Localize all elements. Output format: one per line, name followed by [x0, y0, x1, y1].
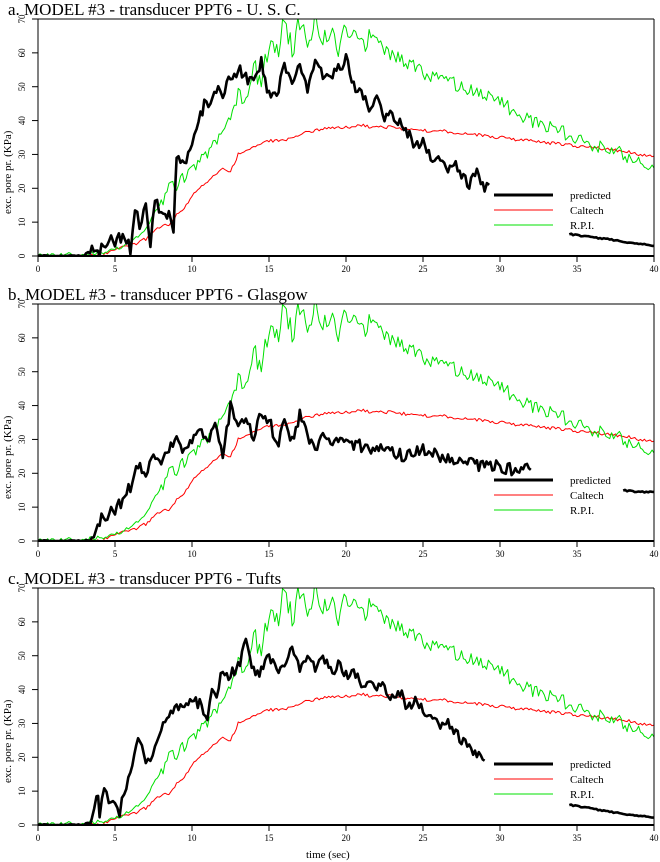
series-line-predicted	[38, 637, 486, 825]
x-tick-label: 5	[113, 549, 118, 559]
series-line-rpi	[38, 588, 654, 825]
legend-label: predicted	[570, 190, 611, 202]
y-tick-label: 40	[17, 401, 27, 411]
y-tick-label: 10	[17, 502, 27, 512]
x-tick-label: 40	[650, 549, 660, 559]
chart-panel-b: b. MODEL #3 - transducer PPT6 - Glasgow …	[0, 285, 660, 570]
series-line-caltech	[38, 408, 654, 541]
x-tick-label: 30	[496, 549, 506, 559]
x-tick-label: 10	[188, 549, 198, 559]
y-tick-label: 70	[17, 299, 27, 309]
chart-title-c: c. MODEL #3 - transducer PPT6 - Tufts	[8, 569, 282, 588]
series-line-predicted	[568, 232, 654, 248]
legend: predicted Caltech R.P.I.	[494, 475, 611, 517]
y-tick-label: 70	[17, 14, 27, 24]
x-tick-label: 20	[342, 264, 352, 274]
y-tick-label: 60	[17, 333, 27, 343]
x-tick-label: 15	[265, 549, 275, 559]
legend-label: Caltech	[570, 205, 604, 217]
y-tick-label: 50	[17, 651, 27, 661]
x-tick-label: 15	[265, 833, 275, 843]
x-tick-label: 0	[36, 833, 41, 843]
y-tick-label: 10	[17, 786, 27, 796]
series-line-rpi	[38, 304, 654, 541]
series-line-predicted	[38, 52, 491, 256]
y-tick-label: 30	[17, 149, 27, 159]
series-line-predicted	[568, 803, 654, 819]
y-tick-label: 30	[17, 718, 27, 728]
y-tick-label: 60	[17, 48, 27, 58]
legend-label: predicted	[570, 475, 611, 487]
x-tick-label: 15	[265, 264, 275, 274]
x-tick-label: 20	[342, 833, 352, 843]
legend-label: R.P.I.	[570, 505, 594, 517]
x-tick-label: 25	[419, 549, 429, 559]
series-line-predicted	[622, 488, 654, 494]
legend-label: Caltech	[570, 774, 604, 786]
series-line-predicted	[38, 400, 532, 541]
chart-title-b: b. MODEL #3 - transducer PPT6 - Glasgow	[8, 285, 308, 304]
x-tick-label: 30	[496, 264, 506, 274]
legend-label: R.P.I.	[570, 220, 594, 232]
y-tick-label: 30	[17, 434, 27, 444]
series-group	[38, 304, 654, 541]
y-tick-label: 0	[17, 253, 27, 258]
y-tick-label: 70	[17, 583, 27, 593]
x-tick-label: 35	[573, 264, 583, 274]
plot-area-c: 0 5 10 15 20 25 30 35 40 0 10 20 30 40 50 60 70 predicted…	[17, 583, 660, 843]
series-line-caltech	[38, 123, 654, 256]
y-tick-label: 50	[17, 367, 27, 377]
series-line-caltech	[38, 692, 654, 825]
x-tick-label: 40	[650, 264, 660, 274]
legend-label: predicted	[570, 759, 611, 771]
series-group	[38, 19, 654, 256]
x-axis-label: time (sec)	[306, 849, 350, 861]
y-tick-label: 60	[17, 617, 27, 627]
plot-area-b: 0 5 10 15 20 25 30 35 40 0 10 20 30 40 50 60 70 predicted…	[17, 299, 660, 559]
y-tick-label: 20	[17, 468, 27, 478]
series-line-rpi	[38, 19, 654, 256]
x-tick-label: 10	[188, 833, 198, 843]
x-tick-label: 25	[419, 833, 429, 843]
y-tick-label: 40	[17, 685, 27, 695]
x-tick-label: 5	[113, 264, 118, 274]
y-tick-label: 20	[17, 752, 27, 762]
x-tick-label: 0	[36, 549, 41, 559]
y-tick-label: 0	[17, 538, 27, 543]
x-tick-label: 5	[113, 833, 118, 843]
legend-label: Caltech	[570, 490, 604, 502]
legend: predicted Caltech R.P.I.	[494, 190, 611, 232]
y-tick-label: 20	[17, 183, 27, 193]
series-group	[38, 588, 654, 825]
x-tick-label: 20	[342, 549, 352, 559]
x-tick-label: 35	[573, 549, 583, 559]
x-tick-label: 10	[188, 264, 198, 274]
x-tick-label: 40	[650, 833, 660, 843]
legend-label: R.P.I.	[570, 789, 594, 801]
legend: predicted Caltech R.P.I.	[494, 759, 611, 801]
plot-area-a: 0 5 10 15 20 25 30 35 40 0 10 20 30 40 50 60 70 predicted…	[17, 14, 660, 274]
x-tick-label: 0	[36, 264, 41, 274]
y-tick-label: 40	[17, 116, 27, 126]
chart-title-a: a. MODEL #3 - transducer PPT6 - U. S. C.	[8, 0, 301, 19]
x-tick-label: 25	[419, 264, 429, 274]
chart-panel-a: a. MODEL #3 - transducer PPT6 - U. S. C.…	[0, 0, 660, 285]
x-tick-label: 30	[496, 833, 506, 843]
y-tick-label: 10	[17, 217, 27, 227]
x-tick-label: 35	[573, 833, 583, 843]
y-tick-label: 50	[17, 82, 27, 92]
y-tick-label: 0	[17, 822, 27, 827]
chart-panel-c: c. MODEL #3 - transducer PPT6 - Tufts ex…	[0, 569, 660, 862]
